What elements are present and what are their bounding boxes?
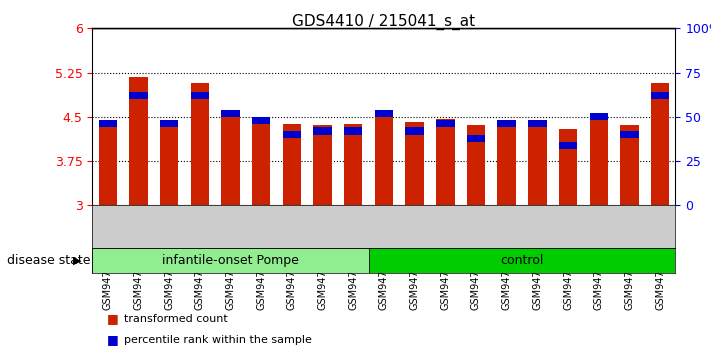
Text: GDS4410 / 215041_s_at: GDS4410 / 215041_s_at	[292, 14, 476, 30]
Bar	[620, 125, 638, 205]
Bar	[252, 120, 270, 205]
Text: percentile rank within the sample: percentile rank within the sample	[124, 335, 312, 345]
Bar	[620, 131, 638, 138]
Bar	[405, 121, 424, 205]
Bar	[498, 120, 516, 127]
Bar	[221, 116, 240, 205]
Bar	[99, 120, 117, 127]
Bar	[559, 129, 577, 205]
Text: control: control	[501, 254, 544, 267]
Bar	[528, 120, 547, 205]
Bar	[129, 92, 148, 99]
Bar	[283, 124, 301, 205]
Text: transformed count: transformed count	[124, 314, 228, 324]
Text: infantile-onset Pompe: infantile-onset Pompe	[162, 254, 299, 267]
Bar	[651, 82, 669, 205]
Bar	[314, 125, 332, 205]
Bar	[92, 248, 368, 273]
Bar	[252, 117, 270, 124]
Bar	[436, 120, 454, 127]
Bar	[191, 92, 209, 99]
Bar	[467, 135, 485, 142]
Text: ▶: ▶	[73, 255, 81, 265]
Bar	[160, 120, 178, 127]
Text: ■: ■	[107, 333, 119, 346]
Bar	[589, 118, 608, 205]
Text: ■: ■	[107, 312, 119, 325]
Bar	[589, 113, 608, 120]
Bar	[160, 121, 178, 205]
Bar	[528, 120, 547, 127]
Bar	[314, 127, 332, 135]
Bar	[405, 127, 424, 135]
Bar	[436, 119, 454, 205]
Bar	[559, 142, 577, 149]
Bar	[467, 125, 485, 205]
Bar	[99, 121, 117, 205]
Bar	[368, 248, 675, 273]
Bar	[344, 124, 363, 205]
Bar	[129, 77, 148, 205]
Bar	[651, 92, 669, 99]
Bar	[221, 110, 240, 117]
Bar	[191, 82, 209, 205]
Text: disease state: disease state	[7, 254, 90, 267]
Bar	[283, 131, 301, 138]
Bar	[344, 127, 363, 135]
Bar	[375, 116, 393, 205]
Bar	[498, 121, 516, 205]
Bar	[375, 110, 393, 117]
